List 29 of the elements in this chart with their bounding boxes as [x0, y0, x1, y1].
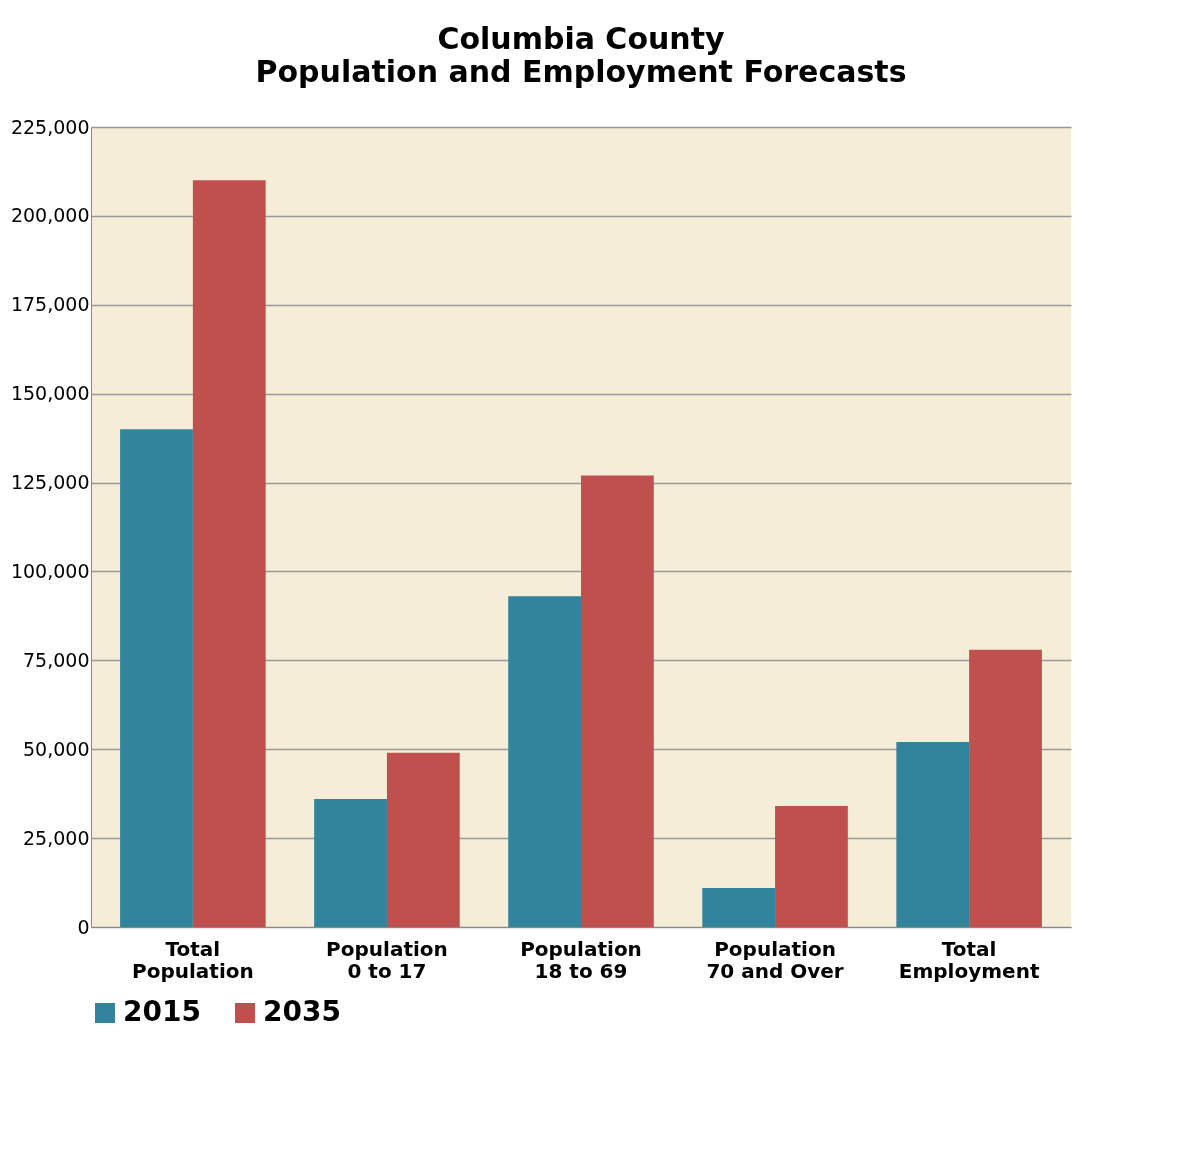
x-tick-label: Population 70 and Over: [706, 936, 844, 983]
chart-title: Columbia County: [437, 21, 726, 56]
bar: [702, 887, 776, 927]
bar: [969, 649, 1042, 927]
bar: [314, 799, 387, 927]
x-tick-label: Total Employment: [898, 936, 1040, 983]
bar: [120, 429, 193, 927]
y-tick-label: 175,000: [10, 293, 90, 316]
y-tick-label: 75,000: [23, 648, 90, 671]
bar: [581, 475, 654, 927]
y-tick-label: 100,000: [10, 559, 90, 582]
x-tick-label: Population 0 to 17: [326, 936, 448, 983]
y-tick-label: 125,000: [10, 471, 90, 494]
bar: [896, 742, 970, 927]
x-tick-label: Total Population: [132, 936, 254, 983]
y-tick-label: 0: [77, 915, 90, 938]
legend-label: 2035: [263, 995, 341, 1028]
bar: [192, 180, 266, 927]
x-tick-label: Population 18 to 69: [520, 936, 642, 983]
bar: [508, 596, 581, 927]
bar: [386, 752, 460, 927]
y-tick-label: 25,000: [23, 826, 90, 849]
bar: [775, 806, 848, 927]
chart-subtitle: Population and Employment Forecasts: [255, 54, 907, 89]
y-tick-label: 225,000: [10, 115, 90, 138]
legend-label: 2015: [123, 995, 201, 1028]
y-tick-label: 150,000: [10, 382, 90, 405]
y-tick-label: 50,000: [23, 737, 90, 760]
y-tick-label: 200,000: [10, 204, 90, 227]
